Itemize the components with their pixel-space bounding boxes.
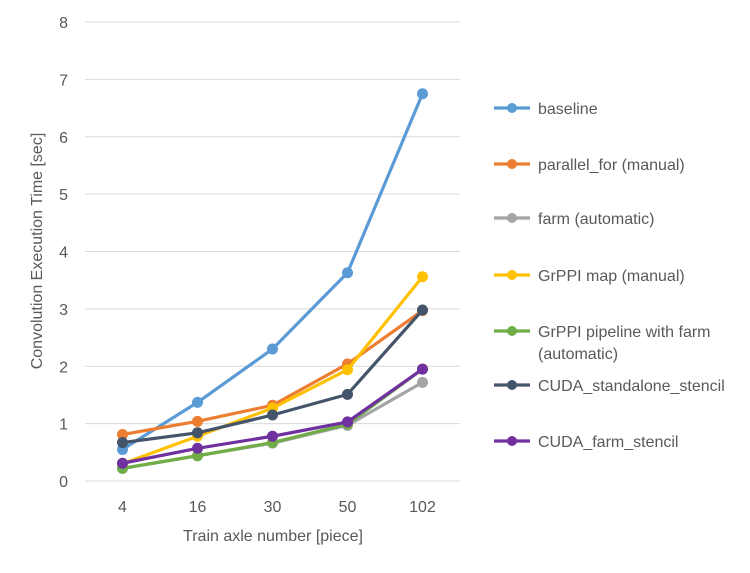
data-point <box>342 388 353 400</box>
legend-marker <box>507 213 517 223</box>
data-point <box>417 88 428 100</box>
data-point <box>192 396 203 408</box>
data-point <box>117 457 128 469</box>
data-point <box>417 376 428 388</box>
data-point <box>267 409 278 421</box>
legend-marker <box>507 326 517 336</box>
data-point <box>117 437 128 449</box>
x-axis-tick-labels: 4 16 30 50 102 <box>118 499 436 516</box>
y-tick-label: 1 <box>59 417 68 434</box>
legend-entry-cuda-standalone-stencil: CUDA_standalone_stencil <box>494 378 725 395</box>
legend-entry-grppi-map-manual: GrPPI map (manual) <box>494 268 685 285</box>
legend-entry-grppi-pipeline-with-farm-automatic: GrPPI pipeline with farm (automatic) <box>494 324 711 363</box>
data-point <box>342 416 353 428</box>
legend-marker <box>507 103 517 113</box>
legend-label: baseline <box>538 101 598 118</box>
legend-label: farm (automatic) <box>538 211 654 228</box>
series-line-baseline <box>120 92 425 452</box>
data-point <box>267 430 278 442</box>
data-point <box>342 364 353 376</box>
legend-marker <box>507 436 517 446</box>
legend-entry-parallel-for-manual: parallel_for (manual) <box>494 157 685 174</box>
y-tick-label: 5 <box>59 187 68 204</box>
series-group <box>117 88 428 474</box>
x-tick-label: 102 <box>409 499 436 516</box>
series-cuda-farm-stencil <box>117 363 428 469</box>
data-point <box>192 442 203 454</box>
y-tick-label: 7 <box>59 72 68 89</box>
data-point <box>417 363 428 375</box>
y-tick-label: 6 <box>59 130 68 147</box>
data-point <box>417 304 428 316</box>
y-tick-label: 3 <box>59 302 68 319</box>
series-cuda-standalone-stencil <box>117 304 428 449</box>
legend-label: parallel_for (manual) <box>538 157 685 174</box>
legend-entry-cuda-farm-stencil: CUDA_farm_stencil <box>494 434 678 451</box>
legend-marker <box>507 159 517 169</box>
data-point <box>267 343 278 355</box>
data-point <box>192 427 203 439</box>
legend-label: GrPPI map (manual) <box>538 268 685 285</box>
legend-entry-farm-automatic: farm (automatic) <box>494 211 654 228</box>
legend-marker <box>507 380 517 390</box>
legend: baseline parallel_for (manual) farm (autom… <box>494 101 725 451</box>
legend-entry-baseline: baseline <box>494 101 598 118</box>
x-tick-label: 50 <box>339 499 357 516</box>
y-axis-label: Convolution Execution Time [sec] <box>29 133 46 370</box>
legend-label: GrPPI pipeline with farm (automatic) <box>538 324 711 363</box>
grid-lines <box>85 21 460 482</box>
x-tick-label: 16 <box>189 499 207 516</box>
x-tick-label: 30 <box>264 499 282 516</box>
x-tick-label: 4 <box>118 499 127 516</box>
legend-marker <box>507 270 517 280</box>
series-farm-automatic <box>117 376 428 474</box>
legend-label: CUDA_standalone_stencil <box>538 378 725 395</box>
y-axis-tick-labels: 0 1 2 3 4 5 6 7 8 <box>59 15 68 491</box>
y-tick-label: 4 <box>59 245 68 262</box>
y-tick-label: 2 <box>59 359 68 376</box>
y-tick-label: 0 <box>59 474 68 491</box>
data-point <box>192 415 203 427</box>
legend-label: CUDA_farm_stencil <box>538 434 678 451</box>
x-axis-label: Train axle number [piece] <box>183 528 363 545</box>
data-point <box>342 267 353 279</box>
y-tick-label: 8 <box>59 15 68 32</box>
data-point <box>417 271 428 283</box>
